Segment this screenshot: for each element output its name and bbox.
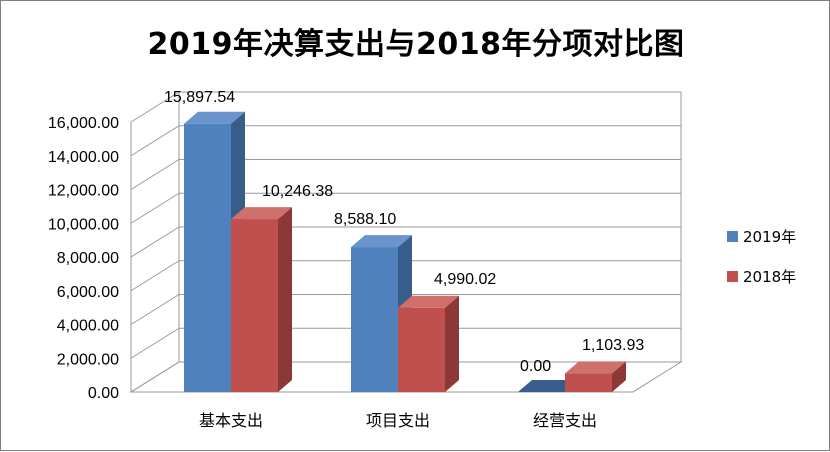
wall-gridline-3 — [130, 260, 180, 292]
y-tick-label-6: 12,000.00 — [48, 183, 119, 200]
y-tick-label-2: 4,000.00 — [57, 318, 119, 335]
bar-top-2019-0 — [184, 111, 245, 124]
bar-side-2018-1 — [445, 295, 459, 392]
y-tick-label-0: 0.00 — [88, 385, 119, 402]
legend-swatch-2018 — [727, 270, 738, 282]
bar-2018-2 — [565, 373, 612, 392]
data-label-2019-0: 15,897.54 — [164, 89, 235, 106]
data-label-2018-2: 1,103.93 — [582, 337, 644, 354]
wall-gridline-8 — [130, 91, 180, 123]
legend-swatch-2019 — [727, 230, 738, 242]
chart-legend: 2019年 2018年 — [727, 225, 796, 305]
y-tick-label-3: 6,000.00 — [57, 284, 119, 301]
data-label-2018-0: 10,246.38 — [262, 183, 333, 200]
legend-item-2019: 2019年 — [727, 225, 796, 247]
bar-top-2018-1 — [398, 295, 459, 308]
bar-side-2018-2 — [612, 361, 626, 392]
bar-2018-0 — [231, 219, 278, 392]
bar-2019-1 — [351, 247, 398, 392]
y-tick-label-8: 16,000.00 — [48, 115, 119, 132]
wall-gridline-7 — [130, 125, 180, 157]
wall-gridline-2 — [130, 294, 180, 325]
bar-top-2019-1 — [351, 235, 412, 248]
wall-gridline-6 — [130, 159, 180, 190]
bar-2019-2 — [518, 380, 579, 392]
wall-gridline-4 — [130, 226, 180, 258]
y-tick-label-4: 8,000.00 — [57, 250, 119, 267]
bar-top-2018-0 — [231, 207, 292, 220]
data-label-2019-2: 0.00 — [520, 358, 551, 375]
wall-gridline-1 — [130, 327, 180, 359]
data-label-2019-1: 8,588.10 — [334, 211, 396, 228]
wall-gridline-5 — [130, 192, 180, 224]
y-tick-label-5: 10,000.00 — [48, 216, 119, 233]
legend-label-2019: 2019年 — [743, 227, 797, 246]
legend-label-2018: 2018年 — [743, 267, 797, 286]
x-category-label-0: 基本支出 — [199, 411, 263, 430]
data-label-2018-1: 4,990.02 — [434, 271, 496, 288]
y-tick-label-1: 2,000.00 — [57, 351, 119, 368]
bar-2019-0 — [184, 123, 231, 393]
y-tick-label-7: 14,000.00 — [48, 149, 119, 166]
bar-2018-1 — [398, 307, 445, 392]
bar-top-2018-2 — [565, 361, 626, 374]
bar-side-2018-0 — [278, 207, 292, 392]
x-category-label-2: 经营支出 — [533, 411, 597, 430]
legend-item-2018: 2018年 — [727, 265, 796, 287]
x-category-label-1: 项目支出 — [366, 411, 430, 430]
chart-title: 2019年决算支出与2018年分项对比图 — [147, 27, 685, 62]
chart-floor — [129, 361, 683, 393]
